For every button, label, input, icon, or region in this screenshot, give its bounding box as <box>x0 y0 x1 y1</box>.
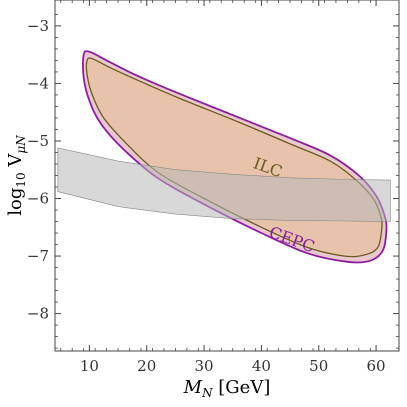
x-tick-label: 60 <box>367 357 386 375</box>
ilc-region <box>85 57 383 258</box>
y-tick-label: −4 <box>27 74 49 92</box>
x-tick-label: 20 <box>137 357 156 375</box>
y-tick-label: −6 <box>27 190 49 208</box>
y-tick-label: −8 <box>27 305 49 323</box>
y-axis-title: log10 VμN <box>5 135 28 216</box>
x-tick-label: 40 <box>252 357 271 375</box>
x-tick-label: 30 <box>195 357 214 375</box>
x-tick-label: 10 <box>80 357 99 375</box>
y-tick-label: −5 <box>27 132 49 150</box>
plot-area <box>57 50 391 264</box>
grey-band <box>57 147 391 222</box>
y-tick-label: −7 <box>27 247 49 265</box>
y-tick-label: −3 <box>27 17 49 35</box>
x-tick-label: 50 <box>309 357 328 375</box>
x-axis-title: MN [GeV] <box>183 377 271 400</box>
